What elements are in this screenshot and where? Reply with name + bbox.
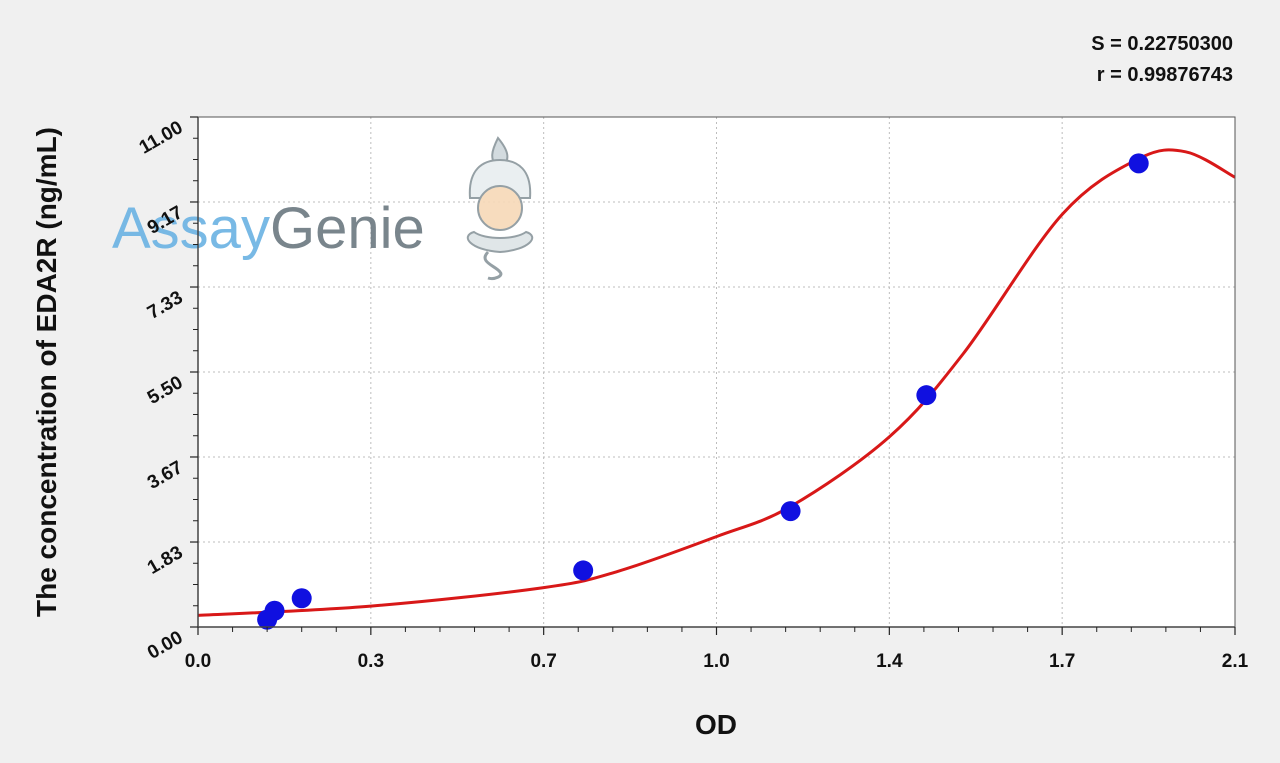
fit-curve	[197, 148, 1236, 617]
x-tick-label: 1.7	[1049, 651, 1075, 672]
ticks	[190, 116, 1236, 635]
x-tick-label: 0.0	[185, 651, 211, 672]
y-tick-label: 7.33	[144, 287, 187, 324]
data-point	[916, 385, 937, 406]
x-tick-label: 1.4	[876, 651, 903, 672]
y-tick-label: 1.83	[144, 542, 187, 579]
y-tick-label: 5.50	[144, 372, 187, 409]
svg-text:AssayGenie: AssayGenie	[112, 196, 425, 261]
x-tick-label: 0.3	[358, 651, 384, 672]
r-value-annotation: r = 0.99876743	[1097, 64, 1233, 86]
genie-icon	[466, 136, 534, 280]
data-point	[780, 501, 801, 522]
x-tick-label: 0.7	[530, 651, 556, 672]
watermark-genie-text: Genie	[270, 196, 425, 261]
data-point	[573, 560, 594, 581]
data-point	[1128, 153, 1149, 174]
data-point	[264, 600, 285, 621]
grid	[198, 117, 1235, 627]
y-tick-label: 3.67	[144, 457, 187, 494]
x-axis-title: OD	[695, 709, 737, 740]
data-point	[291, 588, 312, 609]
x-tick-label: 2.1	[1222, 651, 1249, 672]
y-tick-label: 11.00	[136, 117, 187, 158]
data-points-layer	[257, 153, 1149, 630]
x-tick-labels: 0.0 0.3 0.7 1.0 1.4 1.7 2.1	[185, 651, 1249, 672]
watermark-logo: AssayGenie	[112, 136, 534, 280]
y-axis-title: The concentration of EDA2R (ng/mL)	[31, 127, 62, 617]
x-tick-label: 1.0	[703, 651, 729, 672]
fit-curve-layer	[197, 148, 1236, 617]
watermark-assay-text: Assay	[112, 196, 270, 261]
y-tick-label: 0.00	[144, 627, 187, 664]
s-value-annotation: S = 0.22750300	[1091, 33, 1233, 55]
